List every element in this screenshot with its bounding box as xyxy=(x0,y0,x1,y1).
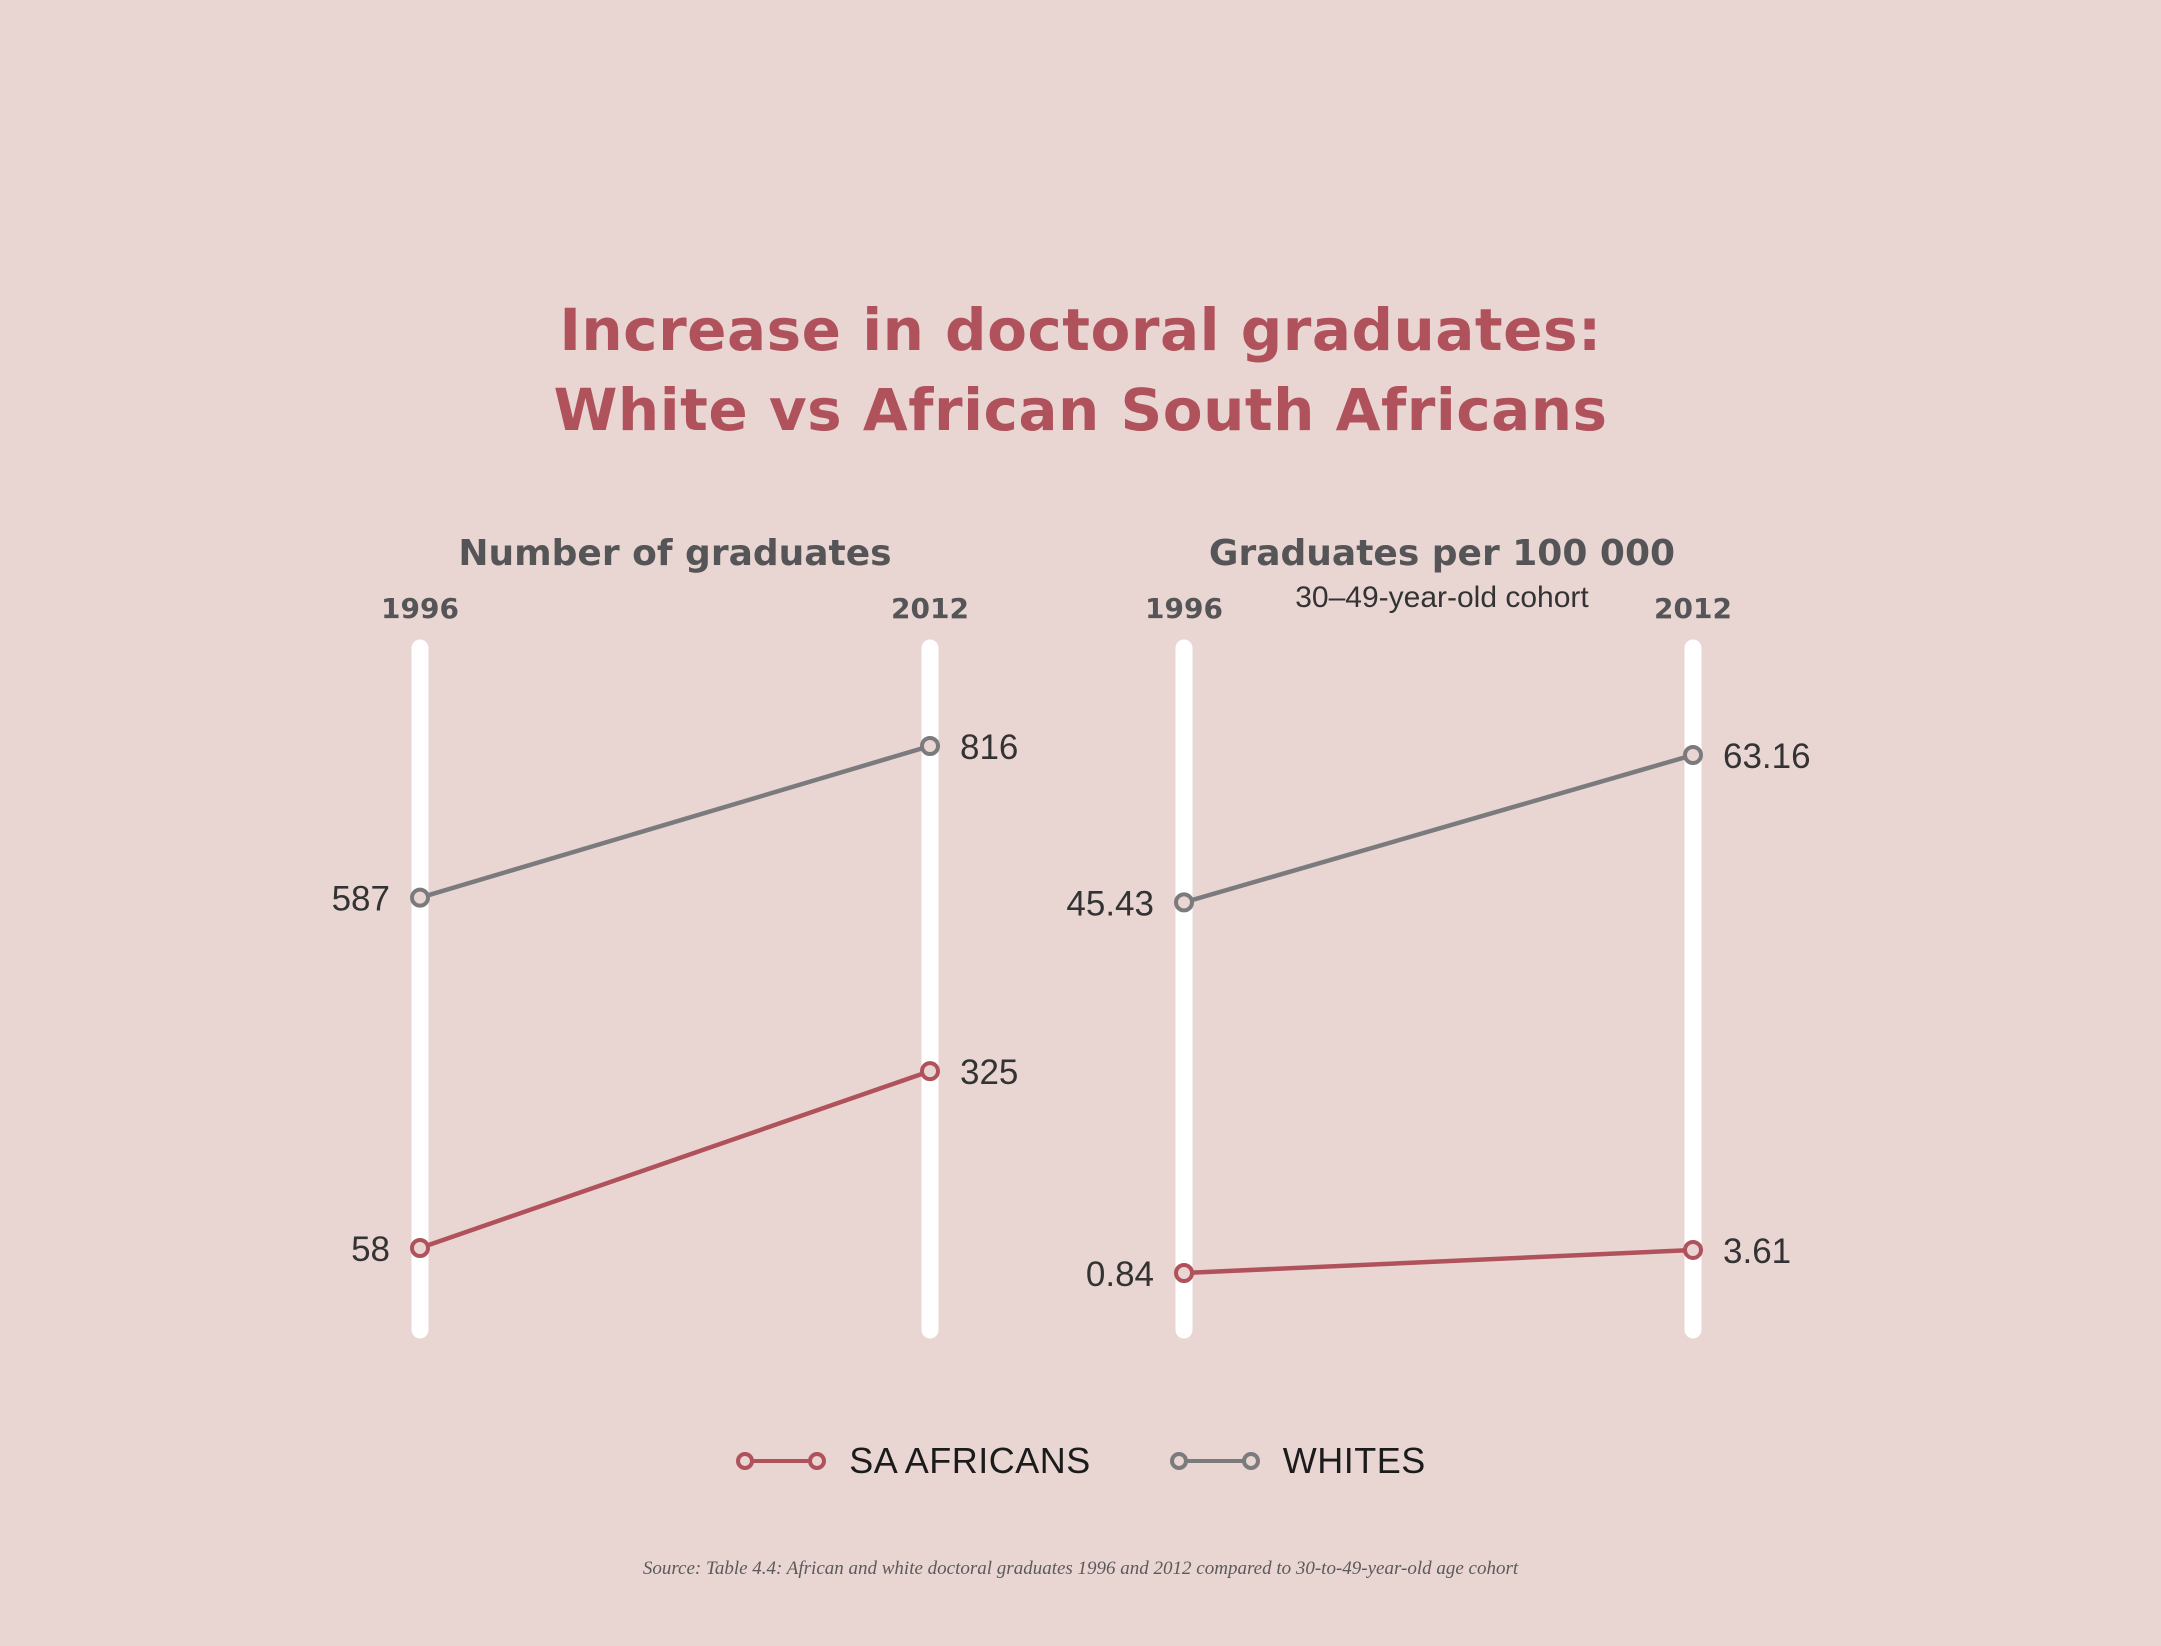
point-sa-africans-1996-panel-2 xyxy=(1174,1263,1194,1283)
legend-item-whites: WHITES xyxy=(1169,1440,1426,1482)
tick-label-2012-panel-2: 2012 xyxy=(1654,592,1732,625)
legend-item-sa-africans: SA AFRICANS xyxy=(735,1440,1091,1482)
data-label-sa-africans-2012-panel-2: 3.61 xyxy=(1723,1232,1791,1271)
point-whites-1996-panel-2 xyxy=(1174,892,1194,913)
tick-label-1996-panel-2: 1996 xyxy=(1145,592,1223,625)
chart-title: Increase in doctoral graduates: White vs… xyxy=(0,290,2161,450)
panel-subtitle-2: 30–49-year-old cohort xyxy=(1295,581,1589,614)
data-label-sa-africans-1996-panel-2: 0.84 xyxy=(1086,1255,1154,1294)
legend-label-whites: WHITES xyxy=(1282,1440,1426,1481)
data-label-whites-2012-panel-1: 816 xyxy=(960,728,1018,767)
legend: SA AFRICANS WHITES xyxy=(0,1440,2161,1482)
point-whites-1996-panel-1 xyxy=(410,887,430,908)
point-sa-africans-2012-panel-1 xyxy=(920,1061,940,1082)
legend-marker-sa-africans xyxy=(736,1452,827,1470)
title-line-2: White vs African South Africans xyxy=(553,376,1608,444)
data-label-whites-2012-panel-2: 63.16 xyxy=(1723,737,1811,776)
point-sa-africans-1996-panel-1 xyxy=(410,1238,430,1258)
title-line-1: Increase in doctoral graduates: xyxy=(559,296,1602,364)
series-line-sa-africans-panel-2 xyxy=(1183,1247,1694,1276)
panel-title-1: Number of graduates xyxy=(458,533,891,574)
point-whites-2012-panel-1 xyxy=(920,736,940,756)
data-label-whites-1996-panel-1: 587 xyxy=(332,880,390,919)
tick-label-2012-panel-1: 2012 xyxy=(891,592,969,625)
panel-title-2: Graduates per 100 000 xyxy=(1209,533,1675,574)
point-sa-africans-2012-panel-2 xyxy=(1683,1239,1703,1260)
data-label-whites-1996-panel-2: 45.43 xyxy=(1066,884,1154,923)
series-line-whites-panel-2 xyxy=(1183,752,1694,905)
tick-label-1996-panel-1: 1996 xyxy=(381,592,459,625)
data-label-sa-africans-1996-panel-1: 58 xyxy=(351,1230,390,1269)
legend-label-sa-africans: SA AFRICANS xyxy=(849,1440,1091,1481)
series-line-whites-panel-1 xyxy=(419,743,931,900)
source-note: Source: Table 4.4: African and white doc… xyxy=(642,1558,1519,1579)
point-whites-2012-panel-2 xyxy=(1683,745,1703,765)
series-line-sa-africans-panel-1 xyxy=(419,1069,931,1251)
legend-marker-whites xyxy=(1169,1452,1260,1470)
data-label-sa-africans-2012-panel-1: 325 xyxy=(960,1053,1018,1092)
